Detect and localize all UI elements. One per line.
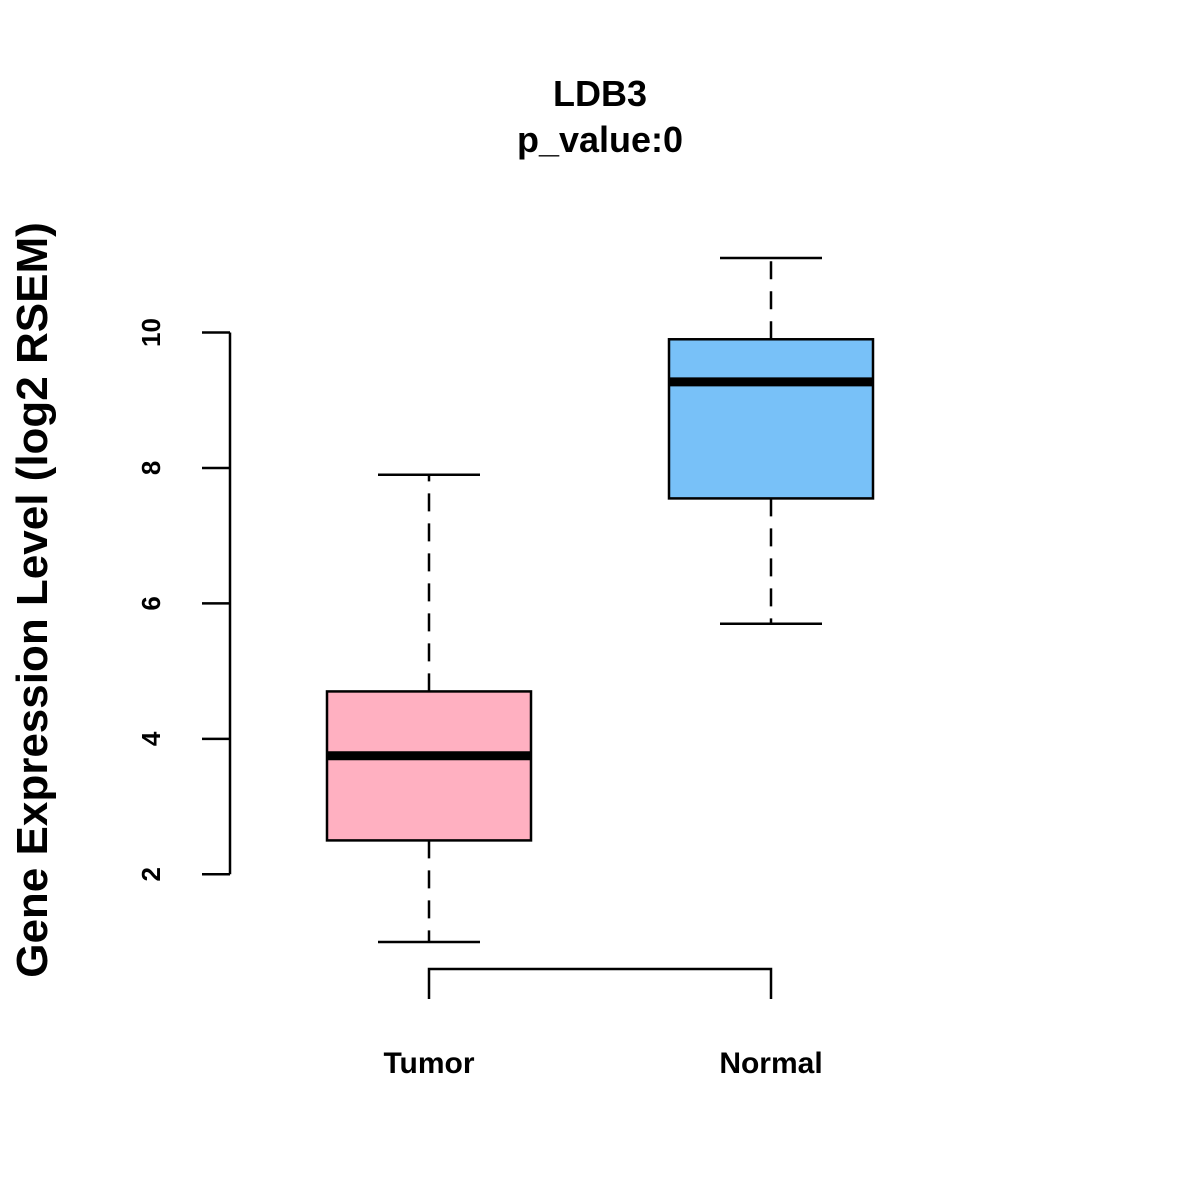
y-tick-label: 6 <box>136 596 166 610</box>
x-label-tumor: Tumor <box>383 1047 474 1080</box>
bracket-line <box>427 967 773 999</box>
y-axis-label: Gene Expression Level (log2 RSEM) <box>8 222 57 978</box>
box-tumor <box>325 473 533 944</box>
y-axis: 2 4 6 8 10 <box>136 318 232 882</box>
comparison-bracket <box>427 967 773 999</box>
y-tick-label: 10 <box>136 318 166 347</box>
y-tick-label: 8 <box>136 461 166 475</box>
chart-subtitle: p_value:0 <box>517 119 683 160</box>
y-tick-label: 4 <box>136 731 166 746</box>
chart-title: LDB3 <box>553 73 647 114</box>
x-label-normal: Normal <box>719 1047 822 1080</box>
boxes <box>325 256 875 944</box>
box-normal <box>667 256 875 625</box>
iqr-box-tumor <box>325 690 533 842</box>
y-tick-label: 2 <box>136 867 166 881</box>
x-axis-labels: Tumor Normal <box>383 1047 822 1080</box>
iqr-box-normal <box>667 338 875 500</box>
